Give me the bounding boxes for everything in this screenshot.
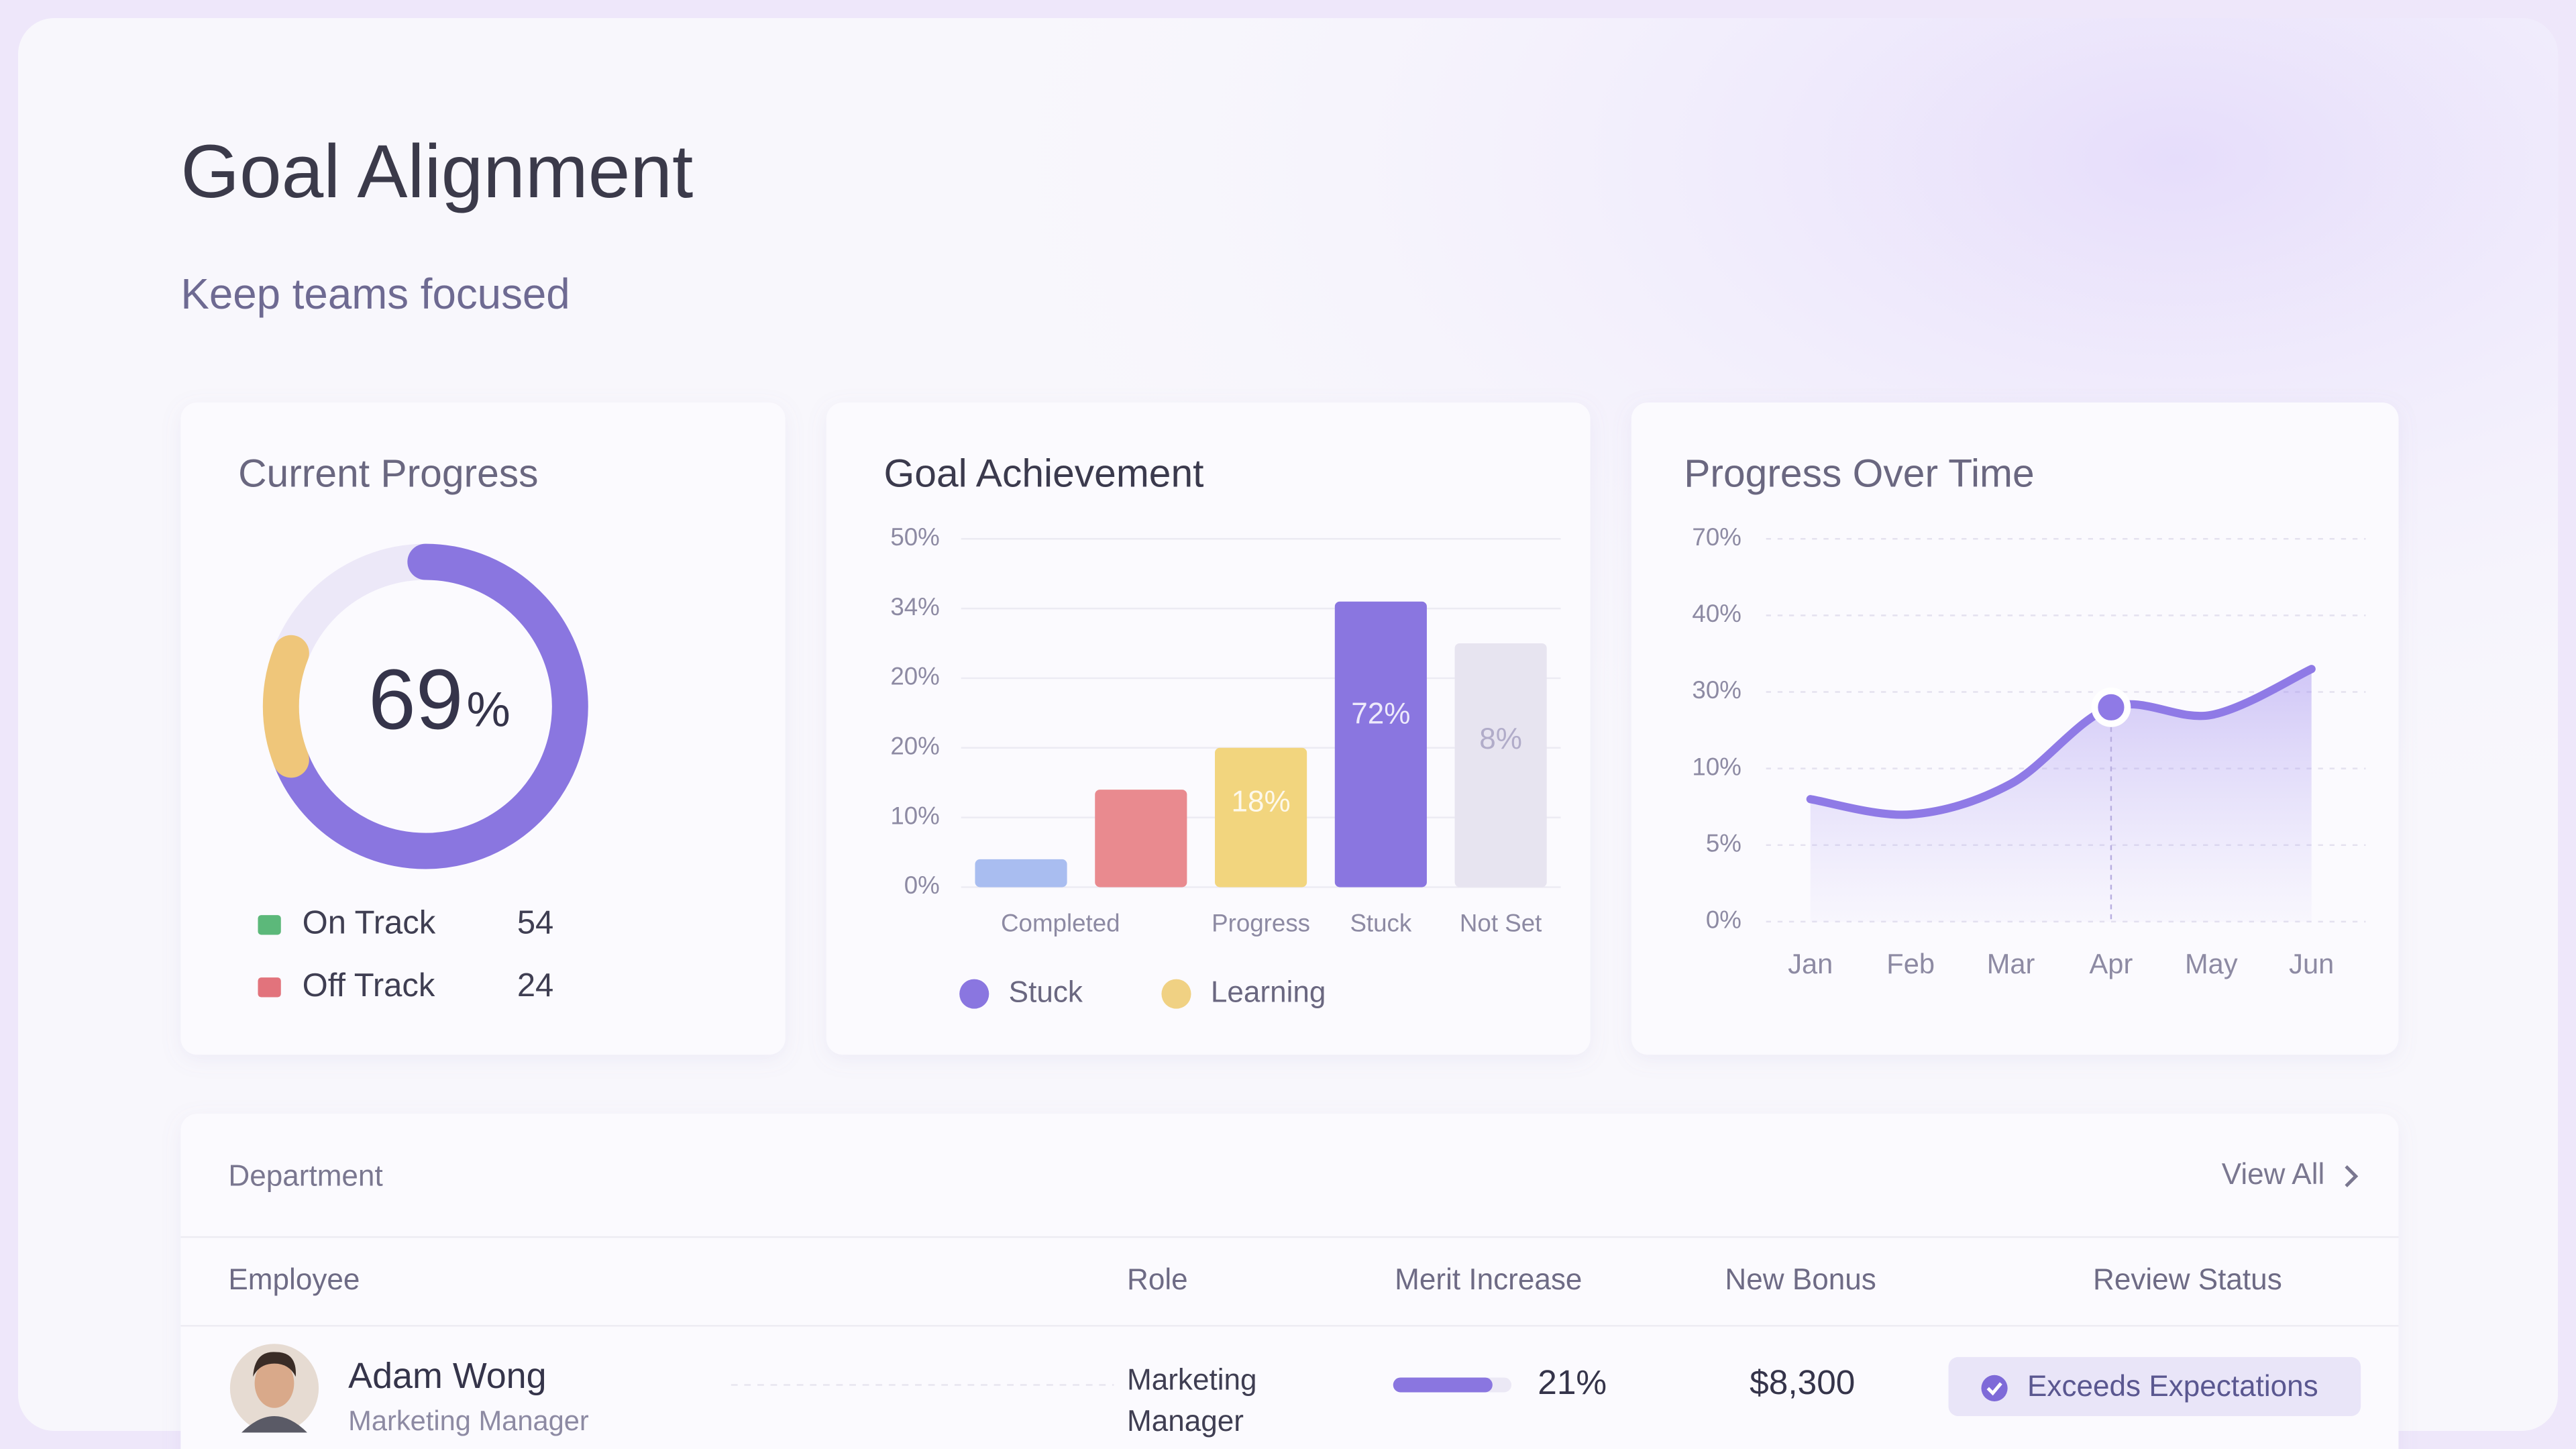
- donut-segment: [272, 543, 588, 869]
- bar: [1215, 747, 1307, 888]
- legend-swatch: [258, 977, 281, 998]
- chevron[interactable]: [2345, 1165, 2359, 1187]
- legend-value: 24: [517, 967, 553, 1004]
- y-tick-label: 50%: [890, 523, 940, 551]
- bonus: $8,300: [1750, 1362, 1855, 1401]
- x-tick-label: Stuck: [1350, 909, 1411, 936]
- y-tick-label: 40%: [1692, 600, 1741, 627]
- bar: [1334, 601, 1427, 888]
- x-tick-label: Jan: [1788, 948, 1833, 979]
- x-tick-label: Not Set: [1460, 909, 1542, 936]
- legend-label: Learning: [1211, 975, 1326, 1008]
- legend-swatch: [258, 915, 281, 935]
- y-tick-label: 20%: [890, 663, 940, 690]
- y-tick-label: 34%: [890, 593, 940, 621]
- y-tick-label: 70%: [1692, 523, 1741, 551]
- donut-segment: [262, 635, 309, 778]
- legend-label: On Track: [303, 905, 436, 941]
- donut-center-value: 69: [368, 652, 464, 747]
- avatar: [229, 1344, 319, 1433]
- y-tick-label: 30%: [1692, 676, 1741, 704]
- column-header: New Bonus: [1725, 1263, 1876, 1296]
- card: [180, 402, 786, 1055]
- legend-dot: [959, 979, 989, 1009]
- employee-title: Marketing Manager: [348, 1405, 589, 1436]
- merit-bar: [1393, 1377, 1493, 1393]
- page-title: Goal Alignment: [180, 129, 693, 213]
- y-tick-label: 0%: [904, 871, 940, 899]
- legend-label: Off Track: [303, 967, 435, 1004]
- x-tick-label: Mar: [1987, 948, 2035, 979]
- highlight-point: [2091, 687, 2131, 727]
- column-header: Employee: [228, 1263, 360, 1296]
- bar-label: 18%: [1231, 785, 1290, 818]
- y-tick-label: 20%: [890, 732, 940, 759]
- bar-label: 72%: [1351, 698, 1410, 731]
- legend-dot: [1161, 979, 1191, 1009]
- status-check: [1986, 1382, 2002, 1396]
- status-pill: [1948, 1356, 2361, 1417]
- line: [1806, 665, 2316, 819]
- bar: [1454, 643, 1547, 888]
- x-tick-label: Jun: [2289, 948, 2334, 979]
- status-label: Exceeds Expectations: [2027, 1370, 2318, 1403]
- x-tick-label: Feb: [1886, 948, 1935, 979]
- card: [826, 402, 1591, 1055]
- merit-label: 21%: [1538, 1362, 1607, 1401]
- x-tick-label: May: [2185, 948, 2238, 979]
- donut-center-unit: %: [467, 681, 511, 737]
- y-tick-label: 10%: [1692, 753, 1741, 780]
- card-title: Current Progress: [238, 452, 538, 496]
- y-tick-label: 5%: [1706, 829, 1741, 857]
- legend-label: Stuck: [1009, 975, 1083, 1008]
- role-line: Marketing: [1127, 1363, 1257, 1396]
- x-tick-label: Completed: [1001, 909, 1120, 936]
- y-tick-label: 10%: [890, 802, 940, 829]
- x-tick-label: Progress: [1212, 909, 1310, 936]
- bar: [1095, 790, 1187, 888]
- column-header: Role: [1127, 1263, 1188, 1296]
- employee-name: Adam Wong: [348, 1356, 546, 1396]
- y-tick-label: 0%: [1706, 906, 1741, 934]
- view-all-link[interactable]: View All: [2222, 1158, 2325, 1191]
- table-title: Department: [228, 1160, 382, 1193]
- page-subtitle: Keep teams focused: [180, 270, 570, 318]
- role-line: Manager: [1127, 1404, 1244, 1437]
- line-area: [1810, 669, 2312, 922]
- column-header: Merit Increase: [1395, 1263, 1582, 1296]
- employee-role: Marketing Manager: [1127, 1363, 1257, 1437]
- card-title: Goal Achievement: [884, 452, 1204, 496]
- status-icon: [1981, 1375, 2008, 1401]
- card-title: Progress Over Time: [1684, 452, 2035, 496]
- bar: [975, 859, 1067, 888]
- column-header: Review Status: [2093, 1263, 2282, 1296]
- bar-label: 8%: [1479, 722, 1522, 755]
- table-card: [180, 1114, 2399, 1449]
- legend-value: 54: [517, 905, 553, 941]
- x-tick-label: Apr: [2090, 948, 2133, 979]
